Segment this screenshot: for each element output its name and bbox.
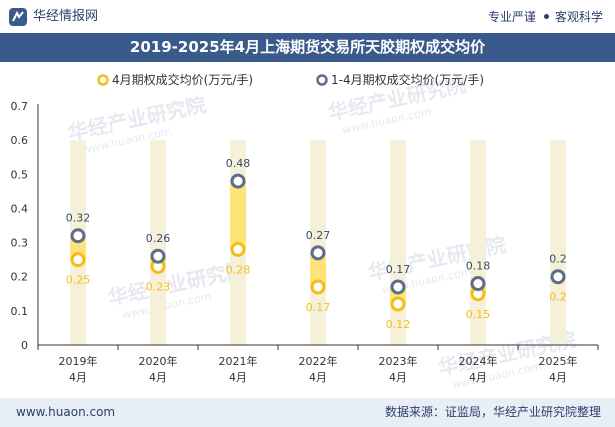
footer-url: www.huaon.com [16,405,116,419]
y-tick-label: 0.2 [11,271,29,284]
x-tick-label: 2020年 4月 [139,354,178,384]
point-ytd [230,173,246,189]
point-ytd [150,248,166,264]
y-tick-label: 0 [21,339,28,352]
x-tick-label: 2019年 4月 [59,354,98,384]
legend-marker-ytd [316,74,328,86]
point-april [70,252,86,268]
data-label-ytd: 0.26 [146,232,171,245]
data-label-ytd: 0.48 [226,157,251,170]
top-bar: 华经情报网 专业严谨 客观科学 [0,0,615,33]
point-ytd [390,279,406,295]
footer-source: 数据来源：证监局，华经产业研究院整理 [384,405,601,419]
point-ytd [550,269,566,285]
brand: 华经情报网 [8,7,98,27]
data-label-april: 0.17 [306,301,331,314]
footer: www.huaon.com 数据来源：证监局，华经产业研究院整理 [0,398,615,427]
point-ytd [310,245,326,261]
category-band [310,140,326,345]
point-ytd [70,228,86,244]
chart-title: 2019-2025年4月上海期货交易所天胶期权成交均价 [0,33,615,62]
point-april [230,241,246,257]
data-label-april: 0.25 [66,274,91,287]
x-tick-label: 2023年 4月 [379,354,418,384]
legend-marker-april [97,74,109,86]
data-label-april: 0.28 [226,263,251,276]
y-tick-label: 0.4 [11,202,29,215]
tagline-left: 专业严谨 [487,10,536,24]
x-tick-label: 2025年 4月 [539,354,578,384]
point-april [390,296,406,312]
y-tick-label: 0.1 [11,305,29,318]
x-tick-label: 2022年 4月 [299,354,338,384]
range-connector [310,252,326,287]
data-label-april: 0.2 [549,291,567,304]
brand-name: 华经情报网 [33,9,99,24]
category-band [390,140,406,345]
legend-label-ytd: 1-4月期权成交均价(万元/手) [331,72,484,87]
data-label-ytd: 0.17 [386,263,411,276]
brand-logo-icon [9,8,27,26]
legend-label-april: 4月期权成交均价(万元/手) [112,72,253,87]
point-april [310,279,326,295]
y-tick-label: 0.7 [11,100,29,113]
data-label-ytd: 0.2 [549,253,567,266]
y-tick-label: 0.5 [11,168,29,181]
tagline: 专业严谨 客观科学 [488,8,603,26]
data-label-ytd: 0.18 [466,260,491,273]
tagline-dot-icon [543,14,549,19]
data-label-ytd: 0.27 [306,229,331,242]
y-tick-label: 0.6 [11,134,29,147]
data-label-ytd: 0.32 [66,212,91,225]
category-band [150,140,166,345]
x-tick-label: 2021年 4月 [219,354,258,384]
data-label-april: 0.15 [466,308,491,321]
category-band [550,140,566,345]
chart-svg: 华经产业研究院www.huaon.com华经产业研究院www.huaon.com… [11,72,599,392]
range-connector [230,181,246,250]
y-tick-label: 0.3 [11,237,29,250]
point-ytd [470,276,486,292]
tagline-right: 客观科学 [554,10,603,24]
x-tick-label: 2024年 4月 [459,354,498,384]
data-label-april: 0.12 [386,318,411,331]
data-label-april: 0.23 [146,280,171,293]
